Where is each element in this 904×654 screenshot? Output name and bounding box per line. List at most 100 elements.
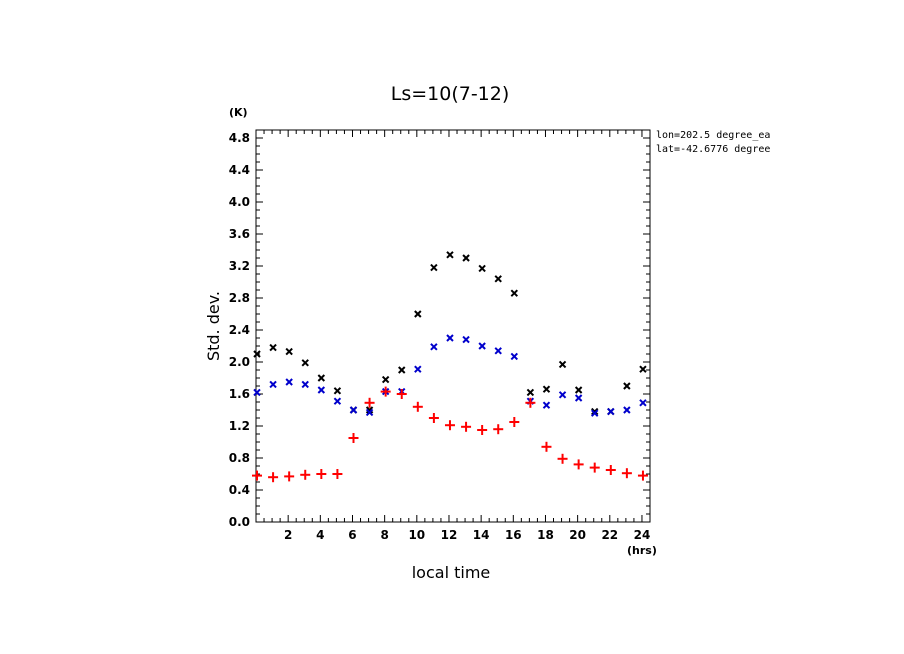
x-tick-label: 20 [569,528,586,542]
data-point [317,374,326,382]
y-tick-label: 1.2 [229,419,250,433]
data-point [494,275,502,283]
data-point [591,409,599,417]
data-point [430,263,438,272]
data-point [461,421,472,432]
data-point [621,468,632,479]
data-point [637,470,648,481]
data-point [381,375,390,384]
data-point [269,343,277,352]
plot-frame [255,129,651,523]
data-point [478,342,486,350]
data-point [349,406,358,414]
data-point [268,472,279,483]
x-tick-label: 14 [473,528,490,542]
data-point [477,425,488,435]
data-point [558,360,567,369]
data-point [285,378,293,386]
data-point [639,365,647,373]
data-point [253,388,261,397]
y-tick-label: 2.0 [229,355,250,369]
data-point [494,347,502,355]
data-point [301,380,309,389]
data-point [525,397,536,408]
data-point [253,350,261,358]
x-tick-label: 24 [634,528,651,542]
data-point [380,386,391,397]
data-point [348,433,359,443]
data-point [639,399,647,407]
data-point [589,462,600,473]
y-tick-label: 4.0 [229,195,250,209]
data-point [332,469,343,479]
data-point [444,420,455,431]
data-point [526,388,535,397]
data-point [365,408,374,417]
x-tick-label: 12 [441,528,458,542]
data-point [414,365,422,373]
data-point [333,387,342,395]
data-point [446,334,454,342]
data-point [316,469,327,479]
data-points [252,251,648,483]
x-tick-label: 22 [601,528,618,542]
data-point [509,417,520,427]
data-point [558,391,567,399]
y-unit-label: (K) [229,106,248,119]
data-point [573,459,584,470]
data-point [412,401,423,412]
y-tick-label: 0.8 [229,451,250,465]
data-point [557,453,568,464]
data-point [574,394,583,402]
data-point [541,441,552,452]
data-point [478,264,486,273]
data-point [428,413,439,423]
data-point [398,366,406,374]
data-point [252,470,262,481]
x-tick-label: 8 [380,528,388,542]
x-axis-label: local time [412,563,491,582]
axis-ticks [255,129,651,523]
data-point [591,407,599,416]
x-tick-label: 16 [505,528,522,542]
data-point [414,310,422,318]
data-point [510,289,519,297]
data-point [542,401,551,409]
y-tick-label: 4.4 [229,163,250,177]
axis-tick-labels: 0.0 0.4 0.8 1.2 1.6 2.0 2.4 2.8 3.2 3.6 4.0 4.4 4.8 2… [229,131,651,542]
x-unit-label: (hrs) [627,544,657,557]
data-point [623,406,631,414]
y-tick-label: 0.0 [229,515,250,529]
x-tick-label: 2 [284,528,292,542]
x-tick-label: 10 [408,528,425,542]
annotation-lat: lat=-42.6776 degree [656,144,770,155]
data-point [542,385,551,393]
data-point [285,347,293,356]
y-tick-label: 2.8 [229,291,250,305]
data-point [623,382,631,390]
data-point [284,471,295,482]
data-point [365,406,374,414]
y-tick-label: 1.6 [229,387,250,401]
data-point [607,407,615,416]
x-tick-label: 4 [316,528,324,542]
annotation-lon: lon=202.5 degree_ea [656,130,770,141]
data-point [317,386,326,394]
data-point [574,386,583,394]
x-tick-label: 18 [537,528,554,542]
y-tick-label: 3.6 [229,227,250,241]
x-tick-label: 6 [348,528,356,542]
data-point [300,469,311,480]
data-point [301,359,309,367]
data-point [462,335,470,344]
chart-title: Ls=10(7-12) [391,83,510,105]
data-point [364,397,375,408]
data-point [446,251,454,259]
data-point [333,397,342,405]
data-point [396,389,407,399]
data-point [605,465,616,475]
data-point [493,424,504,435]
y-tick-label: 4.8 [229,131,250,145]
y-tick-label: 2.4 [229,323,250,337]
data-point [510,352,519,361]
